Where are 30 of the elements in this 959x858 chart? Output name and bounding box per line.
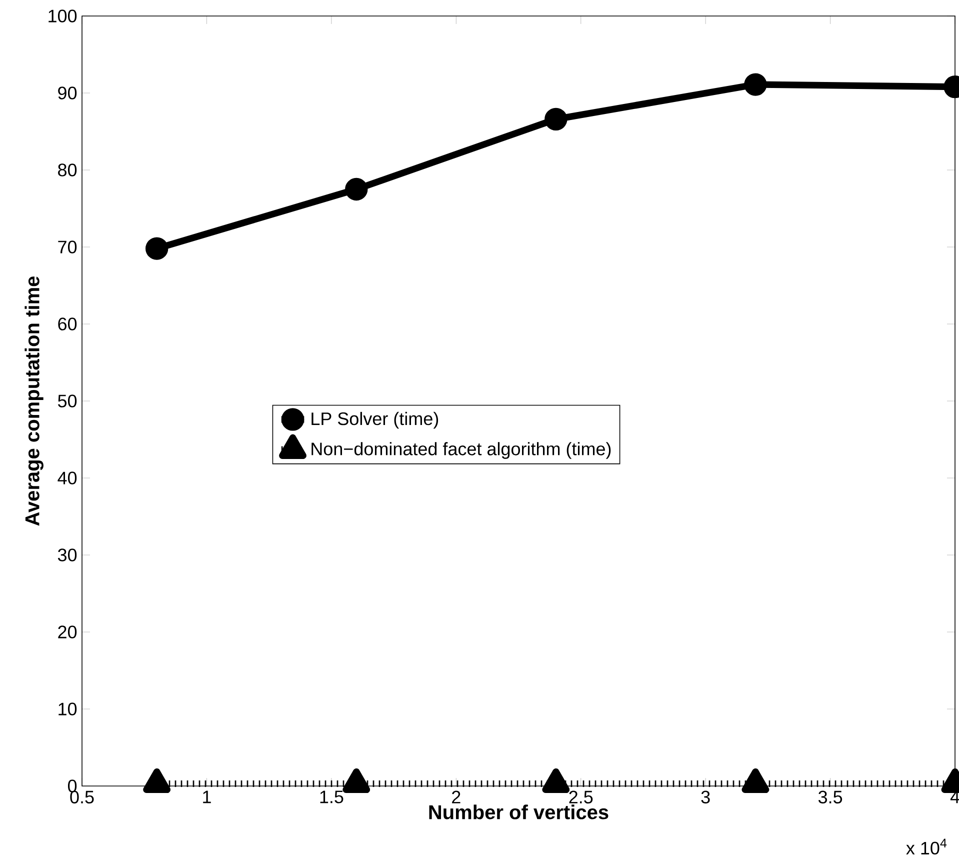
x-tick-label: 2.5 (569, 790, 593, 804)
y-tick-label: 20 (58, 626, 77, 638)
y-tick-label: 100 (48, 10, 77, 22)
x-axis-title: Number of vertices (429, 804, 608, 820)
text: x 10$^{4}$ (906, 838, 947, 855)
point (143, 768, 171, 794)
x-tick-label: 0.5 (70, 790, 94, 804)
legend-label: Non−dominated facet algorithm (time) (312, 442, 611, 459)
x-tick-label: 3 (701, 790, 710, 804)
y-tick-label: 10 (58, 702, 77, 716)
x-tick-label: 1.5 (320, 790, 344, 804)
point (744, 73, 767, 96)
legend-label: LP Solver (time) (312, 412, 438, 429)
x-tick-label: 3.5 (818, 790, 842, 804)
y-tick-label: 80 (58, 164, 77, 176)
point (742, 768, 770, 794)
x-tick-label: 1 (203, 790, 211, 804)
point (345, 178, 368, 201)
y-tick-label: 40 (58, 472, 77, 484)
y-tick-label: 60 (58, 318, 77, 330)
point (342, 768, 370, 794)
y-tick-label: 70 (58, 240, 77, 254)
y-axis-title: Average computation time (24, 276, 44, 526)
x-tick-label: 2 (452, 790, 460, 804)
point (544, 108, 568, 131)
point (146, 237, 168, 260)
point (542, 768, 570, 794)
y-tick-label: 90 (58, 86, 77, 100)
y-tick-label: 50 (58, 394, 77, 408)
y-tick-label: 30 (58, 548, 77, 562)
